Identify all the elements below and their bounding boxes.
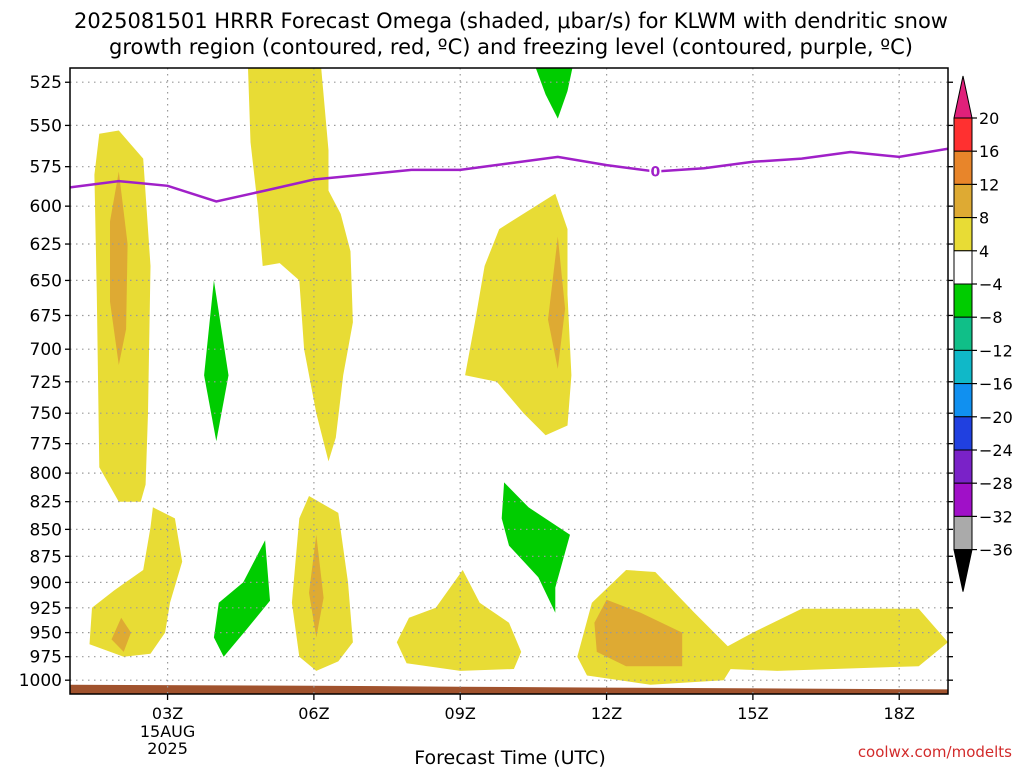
colorbar-bin-8: [953, 349, 973, 385]
colorbar: 20 16 12 8 4 −4 −8 −12 −16 −20 −24 −28 −32 −36: [953, 75, 1013, 592]
title-line-1: 2025081501 HRRR Forecast Omega (shaded, …: [74, 9, 948, 33]
omega-region-4: [204, 280, 229, 442]
colorbar-bin-5: [953, 250, 973, 285]
colorbar-bin-1: [953, 117, 973, 152]
y-tick-label-675: 675: [30, 306, 62, 326]
credit-text: coolwx.com/modelts: [858, 743, 1012, 761]
colorbar-under-triangle: [953, 549, 973, 592]
y-tick-label-800: 800: [30, 464, 62, 484]
y-tick-label-600: 600: [30, 197, 62, 217]
y-tick-label-650: 650: [30, 271, 62, 291]
colorbar-bin-10: [953, 416, 973, 451]
omega-region-8: [89, 507, 183, 657]
y-tick-label-1000: 1000: [19, 671, 62, 691]
freezing-level: 0: [70, 147, 948, 203]
colorbar-label-7: −8: [979, 308, 1003, 327]
omega-region-9: [111, 617, 131, 652]
grid: [70, 68, 948, 694]
terrain-fill: [70, 684, 948, 694]
colorbar-label-13: −32: [979, 507, 1013, 526]
colorbar-label-10: −20: [979, 408, 1013, 427]
y-tick-label-950: 950: [30, 624, 62, 644]
colorbar-label-5: 4: [979, 242, 989, 261]
colorbar-bin-12: [953, 482, 973, 517]
colorbar-bin-6: [953, 283, 973, 318]
y-axis: 525 550 575 600 625 650 675 700 725 750 775 800 825 8…: [19, 73, 953, 691]
omega-region-6: [548, 236, 566, 369]
omega-region-5: [465, 193, 572, 436]
omega-region-16: [594, 599, 683, 667]
colorbar-label-12: −28: [979, 474, 1013, 493]
y-tick-label-725: 725: [30, 373, 62, 393]
chart-title: 2025081501 HRRR Forecast Omega (shaded, …: [74, 9, 948, 59]
y-tick-label-975: 975: [30, 648, 62, 668]
x-tick-sublabel-03Z-2: 2025: [147, 739, 188, 758]
colorbar-label-14: −36: [979, 541, 1013, 560]
omega-region-10: [213, 540, 270, 657]
y-tick-label-575: 575: [30, 158, 62, 178]
colorbar-bin-2: [953, 150, 973, 185]
y-tick-label-625: 625: [30, 235, 62, 255]
y-tick-label-700: 700: [30, 340, 62, 360]
colorbar-label-4: 8: [979, 209, 989, 228]
title-line-2: growth region (contoured, red, ºC) and f…: [109, 35, 913, 59]
x-tick-label-12Z: 12Z: [591, 704, 622, 723]
y-tick-label-825: 825: [30, 493, 62, 513]
freezing-level-line: [70, 147, 948, 203]
y-tick-label-750: 750: [30, 404, 62, 424]
x-tick-sublabel-03Z-1: 15AUG: [140, 722, 195, 741]
terrain: [70, 684, 948, 694]
y-tick-label-775: 775: [30, 435, 62, 455]
freezing-level-label-bg: [649, 163, 662, 179]
x-tick-label-18Z: 18Z: [884, 704, 915, 723]
x-tick-label-06Z: 06Z: [298, 704, 329, 723]
omega-shading: [89, 68, 948, 685]
y-tick-label-900: 900: [30, 573, 62, 593]
omega-region-17: [726, 608, 948, 671]
omega-region-2: [110, 171, 128, 365]
colorbar-bin-13: [953, 515, 973, 551]
colorbar-label-1: 20: [979, 109, 999, 128]
x-axis-label: Forecast Time (UTC): [414, 747, 605, 768]
x-tick-label-09Z: 09Z: [445, 704, 476, 723]
colorbar-over-triangle: [953, 75, 973, 119]
colorbar-label-2: 16: [979, 142, 999, 161]
colorbar-label-11: −24: [979, 441, 1013, 460]
plot-frame: [69, 67, 949, 695]
colorbar-label-8: −12: [979, 341, 1013, 360]
omega-region-14: [501, 482, 570, 613]
omega-region-11: [291, 496, 353, 671]
y-tick-label-925: 925: [30, 599, 62, 619]
y-tick-label-850: 850: [30, 520, 62, 540]
omega-region-3: [248, 68, 353, 462]
colorbar-bin-9: [953, 383, 973, 418]
colorbar-bin-11: [953, 449, 973, 484]
plot-area: 0: [69, 67, 949, 695]
omega-region-7: [535, 68, 573, 119]
x-tick-label-15Z: 15Z: [737, 704, 768, 723]
colorbar-bin-7: [953, 316, 973, 351]
y-tick-label-550: 550: [30, 116, 62, 136]
colorbar-label-6: −4: [979, 275, 1003, 294]
y-tick-label-525: 525: [30, 73, 62, 93]
omega-region-12: [309, 534, 324, 638]
freezing-level-label: 0: [650, 164, 660, 180]
y-tick-label-875: 875: [30, 547, 62, 567]
colorbar-bin-4: [953, 217, 973, 252]
colorbar-label-3: 12: [979, 175, 999, 194]
x-tick-label-03Z: 03Z: [152, 704, 183, 723]
colorbar-label-9: −16: [979, 375, 1013, 394]
colorbar-bin-3: [953, 183, 973, 219]
omega-region-13: [396, 570, 522, 671]
